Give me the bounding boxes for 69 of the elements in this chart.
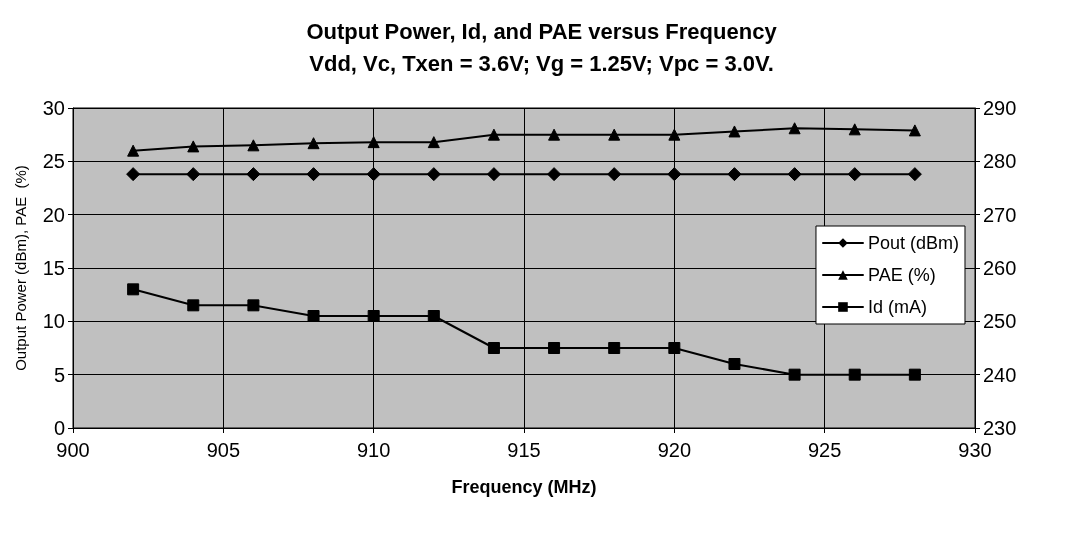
point xyxy=(186,167,201,182)
point xyxy=(667,167,682,182)
point xyxy=(848,123,861,136)
point xyxy=(608,128,621,141)
legend-label: Id (mA) xyxy=(867,297,927,317)
x-axis-title: Frequency (MHz) xyxy=(451,477,597,497)
x-tick-label: 900 xyxy=(56,439,90,461)
point xyxy=(126,167,141,182)
point xyxy=(548,128,561,141)
point xyxy=(728,358,741,370)
point xyxy=(788,368,801,381)
point xyxy=(187,299,200,312)
x-tick-label: 905 xyxy=(206,439,241,461)
y-tick-label: 30 xyxy=(42,97,65,119)
point xyxy=(607,167,622,182)
point xyxy=(608,342,621,354)
y2-tick-label: 290 xyxy=(983,97,1017,119)
point xyxy=(307,310,320,322)
y-axis-title: Output Power (dBm), PAE (%) xyxy=(12,165,29,371)
point xyxy=(668,128,681,141)
legend-label: PAE (%) xyxy=(867,265,936,285)
point xyxy=(548,342,561,354)
point xyxy=(788,122,801,135)
y2-tick-label: 270 xyxy=(983,203,1017,226)
point xyxy=(908,368,921,381)
y2-tick-label: 260 xyxy=(983,257,1017,279)
point xyxy=(787,167,802,182)
y-tick-label: 20 xyxy=(42,203,65,226)
point xyxy=(306,167,321,182)
point xyxy=(486,167,501,182)
point xyxy=(427,136,440,149)
x-tick-label: 915 xyxy=(507,439,541,461)
point xyxy=(427,310,440,322)
x-tick-label: 920 xyxy=(657,439,692,461)
chart-title: Output Power, Id, and PAE versus Frequency Vdd, Vc, Txen = 3.6V; Vg = 1.25V; Vpc = 3.0V. xyxy=(306,18,778,76)
y-tick-label: 25 xyxy=(42,150,65,173)
y2-tick-label: 280 xyxy=(983,150,1017,173)
y-tick-label: 10 xyxy=(42,310,65,333)
point xyxy=(366,167,381,182)
point xyxy=(727,167,742,182)
y2-tick-label: 230 xyxy=(983,417,1017,439)
point xyxy=(187,140,200,153)
point xyxy=(908,124,921,137)
point xyxy=(247,299,260,312)
point xyxy=(127,283,140,296)
point xyxy=(668,342,681,354)
y2-tick-label: 250 xyxy=(983,310,1017,333)
point xyxy=(487,342,500,354)
point xyxy=(127,144,140,157)
point xyxy=(426,167,441,182)
y2-tick-label: 240 xyxy=(983,363,1017,386)
point xyxy=(547,167,562,182)
x-tick-label: 910 xyxy=(356,439,391,461)
point xyxy=(367,310,380,322)
y-tick-label: 15 xyxy=(42,257,65,279)
point xyxy=(487,128,500,141)
point xyxy=(367,136,380,149)
y-tick-label: 5 xyxy=(53,363,65,386)
point xyxy=(307,137,320,150)
point xyxy=(728,125,741,138)
y-tick-label: 0 xyxy=(53,417,65,439)
point xyxy=(907,167,922,182)
point xyxy=(246,167,261,182)
legend-label: Pout (dBm) xyxy=(867,233,959,253)
x-tick-label: 925 xyxy=(807,439,842,461)
point xyxy=(848,368,861,381)
point xyxy=(247,139,260,152)
x-tick-label: 930 xyxy=(958,439,992,461)
point xyxy=(847,167,862,182)
